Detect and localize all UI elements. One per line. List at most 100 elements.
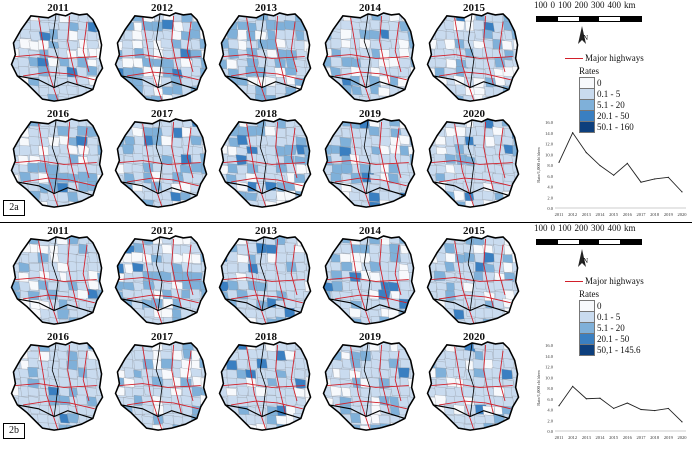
year-map: 2011 — [8, 2, 108, 102]
data-point — [681, 421, 683, 423]
data-point — [599, 164, 601, 167]
state-map — [10, 235, 104, 325]
y-tick-label: 6.0 — [547, 397, 553, 402]
year-label: 2019 — [359, 108, 381, 120]
state-map — [426, 341, 520, 431]
x-tick-label: 2018 — [650, 435, 660, 440]
series-line — [558, 385, 683, 423]
state-map — [322, 235, 416, 325]
x-tick-label: 2019 — [664, 212, 674, 217]
data-point — [613, 174, 615, 176]
data-point — [640, 181, 642, 183]
scale-bar: 100 0 100 200 300 400 km — [534, 223, 684, 263]
panel-2b: 2b 100 0 100 200 300 400 km N Major highways R… — [0, 222, 692, 445]
year-map: 2015 — [424, 225, 524, 325]
legend-row: 50.1 - 160 — [579, 120, 634, 133]
y-tick-label: 12.0 — [545, 365, 554, 370]
year-map: 2012 — [112, 225, 212, 325]
data-point — [558, 405, 560, 407]
year-map: 2018 — [216, 108, 316, 208]
year-label: 2020 — [463, 331, 485, 343]
state-map — [426, 118, 520, 208]
year-map: 2019 — [320, 331, 420, 431]
data-point — [654, 178, 656, 180]
x-tick-label: 2011 — [555, 212, 564, 217]
state-map — [10, 341, 104, 431]
year-label: 2012 — [151, 2, 173, 14]
year-label: 2016 — [47, 108, 69, 120]
data-point — [667, 407, 669, 410]
legend-row: 0 — [579, 299, 641, 312]
legend-row: 20.1 - 50 — [579, 109, 634, 122]
data-point — [613, 407, 615, 410]
state-map — [322, 118, 416, 208]
year-map: 2017 — [112, 331, 212, 431]
year-label: 2013 — [255, 2, 277, 14]
x-tick-label: 2017 — [637, 435, 647, 440]
state-map — [10, 12, 104, 102]
year-label: 2014 — [359, 225, 381, 237]
state-map — [218, 235, 312, 325]
year-label: 2020 — [463, 108, 485, 120]
x-tick-label: 2014 — [596, 435, 606, 440]
data-point — [558, 161, 560, 163]
svg-text:N: N — [583, 34, 588, 42]
year-map: 2018 — [216, 331, 316, 431]
data-point — [681, 191, 683, 193]
year-map: 2019 — [320, 108, 420, 208]
year-label: 2012 — [151, 225, 173, 237]
state-map — [114, 12, 208, 102]
rates-legend: Rates 0 0.1 - 5 5.1 - 20 20.1 - 50 50,1 … — [579, 289, 641, 356]
state-map — [322, 12, 416, 102]
north-arrow-icon: N — [572, 249, 592, 271]
svg-text:N: N — [583, 257, 588, 265]
data-point — [626, 402, 628, 404]
year-label: 2017 — [151, 108, 173, 120]
y-tick-label: 2.0 — [547, 418, 553, 423]
year-label: 2011 — [47, 2, 69, 14]
legend-row: 5.1 - 20 — [579, 321, 641, 334]
year-map: 2020 — [424, 331, 524, 431]
year-label: 2015 — [463, 2, 485, 14]
year-map: 2014 — [320, 2, 420, 102]
y-tick-label: 2.0 — [547, 195, 553, 200]
y-tick-label: 16.0 — [545, 343, 554, 348]
state-map — [114, 118, 208, 208]
series-line — [558, 131, 683, 193]
year-label: 2017 — [151, 331, 173, 343]
y-tick-label: 6.0 — [547, 174, 553, 179]
data-point — [654, 409, 656, 412]
year-map: 2016 — [8, 331, 108, 431]
state-map — [218, 341, 312, 431]
y-axis-label: Rate/1,000 children — [536, 147, 542, 183]
state-map — [114, 235, 208, 325]
scale-ticks: 100 0 100 200 300 400 km — [534, 0, 636, 10]
north-arrow-icon: N — [572, 26, 592, 48]
year-label: 2018 — [255, 108, 277, 120]
state-map — [426, 235, 520, 325]
rate-line-chart: 0.0 2.0 4.0 6.0 8.0 10.0 12.0 14.0 16.0 2011 2012 2… — [535, 339, 690, 444]
panel-tag: 2b — [3, 423, 25, 439]
data-point — [626, 162, 628, 164]
data-point — [667, 176, 669, 178]
legend-row: 20.1 - 50 — [579, 332, 641, 345]
y-tick-label: 14.0 — [545, 131, 554, 136]
data-point — [599, 397, 601, 399]
y-tick-label: 4.0 — [547, 185, 553, 190]
year-map: 2020 — [424, 108, 524, 208]
x-tick-label: 2011 — [555, 435, 564, 440]
scale-bar: 100 0 100 200 300 400 km — [534, 0, 684, 40]
y-tick-label: 10.0 — [545, 152, 554, 157]
x-tick-label: 2013 — [582, 212, 592, 217]
year-label: 2014 — [359, 2, 381, 14]
year-label: 2015 — [463, 225, 485, 237]
x-tick-label: 2017 — [637, 212, 647, 217]
x-tick-label: 2012 — [568, 212, 577, 217]
x-tick-label: 2020 — [678, 435, 688, 440]
year-map: 2013 — [216, 225, 316, 325]
year-map: 2011 — [8, 225, 108, 325]
year-map: 2016 — [8, 108, 108, 208]
year-map: 2012 — [112, 2, 212, 102]
year-map: 2015 — [424, 2, 524, 102]
data-point — [585, 152, 587, 154]
